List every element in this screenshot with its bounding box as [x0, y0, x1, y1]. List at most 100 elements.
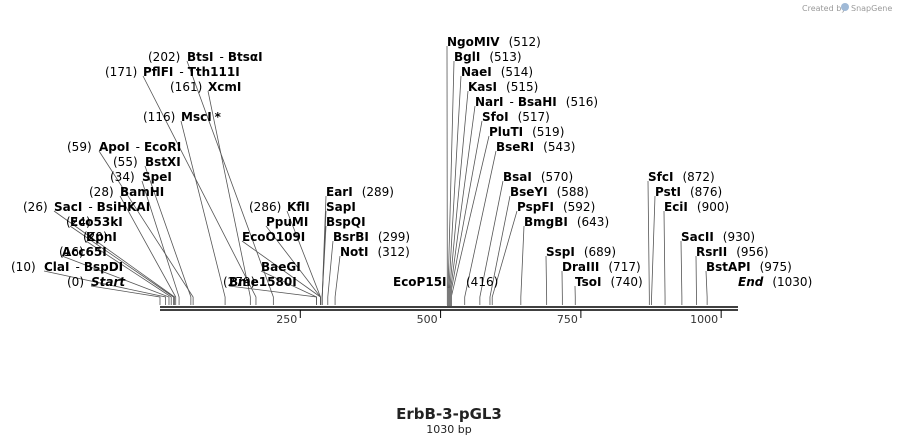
acc65i-position: (16): [59, 245, 84, 259]
end-name: End: [738, 275, 764, 289]
plasmid-name: ErbB-3-pGL3: [396, 405, 502, 423]
saci-name: SacI: [54, 200, 82, 214]
pflfi-name2: Tth111I: [188, 65, 240, 79]
pflfi-position: (171): [105, 65, 137, 79]
bstxi-site-label: (55) BstXI: [113, 155, 181, 169]
clai-name2: BspDI: [84, 260, 123, 274]
bsrbi-name: BsrBI: [333, 230, 369, 244]
tsoi-position: (740): [610, 275, 642, 289]
ppumi-site-label: PpuMI: [266, 215, 308, 229]
end-site-label: End (1030): [738, 275, 812, 289]
sspi-leader-line: [545, 255, 548, 305]
acc65i-leader-line: [61, 255, 170, 305]
kfli-name: KflI: [287, 200, 310, 214]
btsi-position: (202): [148, 50, 180, 64]
bamhi-position: (28): [89, 185, 114, 199]
ecoo109i-site-label: EcoO109I: [242, 230, 305, 244]
noti-position: (312): [378, 245, 410, 259]
bspqi-leader-line: [321, 225, 327, 305]
snapgene-logo-icon: [841, 3, 849, 11]
sfci-leader-line: [647, 180, 650, 305]
kfli-site-label: (286) KflI: [249, 200, 310, 214]
xcmi-site-label: (161) XcmI: [170, 80, 241, 94]
xcmi-name: XcmI: [208, 80, 241, 94]
clai-dash: -: [75, 260, 79, 274]
pspfi-site-label: PspFI (592): [517, 200, 595, 214]
nari-name: NarI: [475, 95, 504, 109]
sspi-name: SspI: [546, 245, 575, 259]
saci-site-label: (26) SacI - BsiHKAI: [23, 200, 150, 214]
start-leader-line: [90, 285, 161, 305]
naei-position: (514): [501, 65, 533, 79]
bseri-name: BseRI: [496, 140, 534, 154]
bstxi-leader-line: [144, 165, 192, 305]
ecop15i-position: (416): [466, 275, 498, 289]
sfoi-name: SfoI: [482, 110, 509, 124]
saci-name2: BsiHKAI: [97, 200, 151, 214]
bgli-site-label: BglI (513): [454, 50, 522, 64]
credit-brand: SnapGene: [851, 4, 892, 13]
bsrbi-position: (299): [378, 230, 410, 244]
bsrbi-leader-line: [327, 240, 334, 305]
sapi-name: SapI: [326, 200, 356, 214]
apoi-name: ApoI: [99, 140, 130, 154]
ppumi-name: PpuMI: [266, 215, 308, 229]
nari-dash: -: [510, 95, 514, 109]
spei-name: SpeI: [142, 170, 172, 184]
apoi-site-label: (59) ApoI - EcoRI: [67, 140, 181, 154]
psti-site-label: PstI (876): [655, 185, 722, 199]
psti-name: PstI: [655, 185, 681, 199]
acc65i-name: Acc65I: [62, 245, 107, 259]
ecii-position: (900): [697, 200, 729, 214]
ecop15i-name: EcoP15I: [393, 275, 447, 289]
rsrii-site-label: RsrII (956): [696, 245, 769, 259]
bmgbi-position: (643): [577, 215, 609, 229]
pflfi-leader-line: [142, 75, 257, 305]
rsrii-position: (956): [736, 245, 768, 259]
kpni-name: KpnI: [86, 230, 117, 244]
pspfi-leader-line: [491, 210, 518, 305]
bseyi-position: (588): [557, 185, 589, 199]
saci-dash: -: [88, 200, 92, 214]
eari-site-label: EarI (289): [326, 185, 394, 199]
bmgbi-site-label: BmgBI (643): [524, 215, 609, 229]
sacii-name: SacII: [681, 230, 714, 244]
eco53ki-position: (24): [66, 215, 91, 229]
bme1580i-name: Bme1580I: [229, 275, 297, 289]
clai-position: (10): [11, 260, 36, 274]
axis-ticks: 250 500 750 1000: [276, 310, 722, 326]
start-site-label: (0) Start: [67, 275, 126, 289]
bspqi-site-label: BspQI: [326, 215, 366, 229]
sspi-position: (689): [584, 245, 616, 259]
noti-site-label: NotI (312): [340, 245, 410, 259]
eco53ki-leader-line: [69, 225, 174, 305]
btsi-leader-line: [186, 60, 274, 305]
pflfi-name: PflFI: [143, 65, 173, 79]
pspfi-name: PspFI: [517, 200, 554, 214]
ecii-leader-line: [663, 210, 666, 305]
baegi-name: BaeGI: [261, 260, 301, 274]
tick-label-750: 750: [557, 313, 578, 326]
pluti-site-label: PluTI (519): [489, 125, 564, 139]
kasi-position: (515): [506, 80, 538, 94]
clai-leader-line: [43, 270, 167, 305]
sapi-site-label: SapI: [326, 200, 356, 214]
ecii-name: EciI: [664, 200, 688, 214]
psti-leader-line: [651, 195, 656, 305]
bseyi-site-label: BseYI (588): [510, 185, 589, 199]
sacii-leader-line: [680, 240, 683, 305]
tsoi-site-label: TsoI (740): [575, 275, 643, 289]
apoi-dash: -: [136, 140, 140, 154]
clai-name: ClaI: [44, 260, 69, 274]
bstxi-position: (55): [113, 155, 138, 169]
nari-name2: BsaHI: [518, 95, 557, 109]
kpni-position: (20): [83, 230, 108, 244]
bgli-name: BglI: [454, 50, 480, 64]
apoi-position: (59): [67, 140, 92, 154]
sfci-site-label: SfcI (872): [648, 170, 715, 184]
tick-label-250: 250: [276, 313, 297, 326]
saci-leader-line: [53, 210, 175, 305]
bamhi-leader-line: [119, 195, 177, 305]
bme1580i-position: (279): [223, 275, 255, 289]
